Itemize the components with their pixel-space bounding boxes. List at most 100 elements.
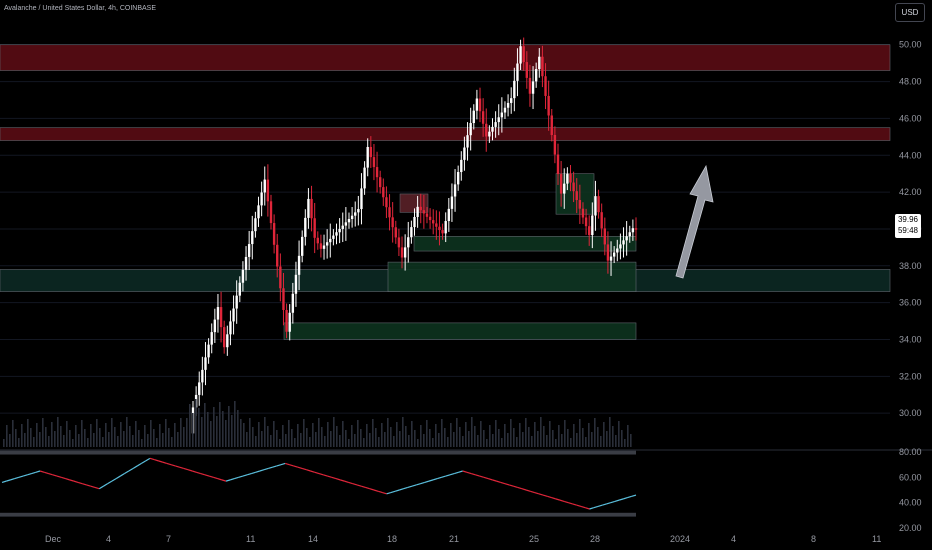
rsi-line — [162, 461, 168, 464]
rsi-line — [458, 470, 463, 473]
volume-bar — [300, 433, 302, 447]
volume-bar — [234, 401, 236, 447]
volume-bar — [24, 433, 26, 447]
rsi-line — [259, 469, 265, 472]
rsi-line — [542, 494, 548, 497]
candle — [631, 228, 635, 233]
candle — [534, 69, 538, 82]
candle — [213, 319, 217, 333]
candle — [450, 196, 454, 209]
rsi-line — [285, 462, 290, 466]
candle — [232, 308, 235, 322]
candle — [625, 236, 628, 241]
volume-bar — [60, 426, 62, 447]
volume-bar — [252, 427, 254, 447]
rsi-line — [39, 470, 45, 473]
rsi-line — [339, 479, 345, 482]
volume-bar — [93, 433, 95, 447]
candle — [222, 327, 226, 348]
volume-bar — [306, 428, 308, 447]
volume-bar — [81, 420, 83, 447]
rsi-line — [356, 484, 362, 487]
rsi-line — [145, 457, 151, 462]
volume-bar — [282, 425, 284, 447]
volume-bar — [180, 418, 182, 447]
candle — [266, 179, 270, 202]
currency-button[interactable]: USD — [895, 3, 925, 22]
candle — [332, 235, 335, 239]
candle — [591, 215, 594, 236]
rsi-oversold-band — [0, 512, 636, 517]
rsi-line — [61, 476, 66, 480]
rsi-line — [602, 503, 607, 506]
candle — [425, 213, 429, 217]
volume-bar — [225, 420, 227, 447]
rsi-line — [297, 466, 303, 470]
rsi-line — [483, 476, 489, 480]
rsi-line — [153, 459, 159, 462]
candle — [519, 46, 522, 64]
volume-bar — [168, 428, 170, 447]
rsi-line — [217, 478, 222, 481]
rsi-line — [386, 491, 392, 495]
volume-bar — [444, 428, 446, 447]
volume-bar — [303, 419, 305, 447]
volume-bar — [588, 423, 590, 447]
volume-bar — [141, 439, 143, 447]
volume-bar — [618, 421, 620, 447]
rsi-line — [196, 471, 201, 475]
candle — [407, 237, 410, 248]
candle — [329, 238, 332, 243]
rsi-line — [170, 464, 176, 467]
time-axis-label: 21 — [449, 534, 459, 544]
rsi-line — [589, 507, 594, 510]
rsi-axis-label: 60.00 — [899, 472, 922, 482]
volume-bar — [324, 436, 326, 447]
volume-bar — [156, 438, 158, 447]
volume-bar — [564, 420, 566, 447]
rsi-line — [618, 498, 624, 501]
volume-bar — [510, 419, 512, 447]
rsi-axis-label: 80.00 — [899, 447, 922, 457]
rsi-line — [559, 499, 565, 502]
candle — [563, 183, 566, 194]
candle — [397, 237, 401, 248]
rsi-line — [132, 465, 138, 469]
candle — [466, 135, 469, 148]
rsi-line — [504, 483, 510, 486]
rsi-line — [10, 478, 15, 481]
volume-bar — [57, 417, 59, 447]
rsi-line — [585, 507, 590, 510]
rsi-line — [369, 488, 375, 491]
rsi-line — [242, 474, 248, 477]
volume-bar — [9, 434, 11, 447]
candle — [241, 269, 245, 283]
candle — [510, 98, 513, 103]
candle — [441, 230, 444, 234]
candle — [263, 179, 266, 193]
rsi-line — [555, 498, 561, 501]
price-axis-label: 38.00 — [899, 261, 922, 271]
volume-bar — [438, 433, 440, 447]
candle — [378, 177, 382, 188]
rsi-line — [394, 489, 400, 492]
candle — [294, 274, 298, 294]
candle — [207, 344, 210, 358]
candle — [432, 220, 435, 224]
volume-bar — [381, 423, 383, 447]
rsi-line — [192, 470, 197, 473]
rsi-line — [513, 485, 518, 489]
volume-bar — [393, 436, 395, 447]
candle — [612, 252, 616, 257]
volume-bar — [150, 420, 152, 447]
rsi-line — [631, 494, 637, 497]
rsi-line — [344, 480, 349, 483]
rsi-line — [31, 471, 36, 475]
bullish-arrow — [675, 164, 714, 279]
volume-bar — [138, 430, 140, 447]
volume-bar — [600, 436, 602, 447]
rsi-line — [69, 479, 75, 482]
candle — [260, 192, 263, 206]
volume-bar — [366, 424, 368, 447]
